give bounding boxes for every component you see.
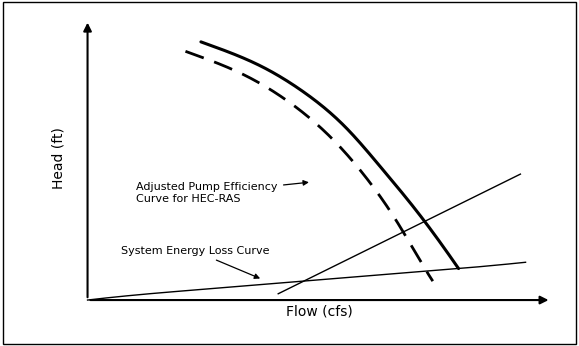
Text: Flow (cfs): Flow (cfs) [286,305,353,319]
Text: Head (ft): Head (ft) [52,127,65,189]
Text: System Energy Loss Curve: System Energy Loss Curve [121,246,270,278]
Text: Adjusted Pump Efficiency
Curve for HEC-RAS: Adjusted Pump Efficiency Curve for HEC-R… [137,181,307,204]
